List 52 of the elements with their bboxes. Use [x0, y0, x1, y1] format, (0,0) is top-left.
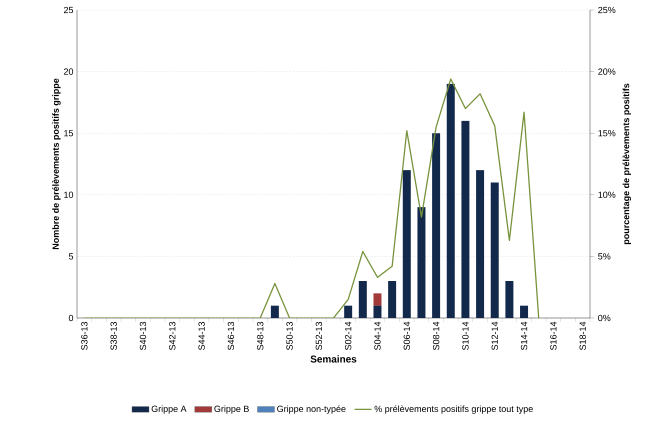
- bar: [388, 281, 396, 318]
- x-tick-label: S46-13: [228, 322, 234, 350]
- x-tick-label: S04-14: [374, 322, 381, 350]
- x-tick-label: S52-13: [316, 322, 322, 350]
- bar: [520, 306, 528, 318]
- y-tick-label: 25: [64, 6, 74, 14]
- x-tick-label: S42-13: [169, 322, 176, 350]
- x-tick-label: S12-14: [492, 322, 498, 350]
- bar: [490, 182, 499, 318]
- x-tick-label: S16-14: [550, 322, 557, 350]
- x-axis-title: Semaines: [310, 355, 356, 363]
- y-axis-title: Nombre de prélèvements positifs grippe: [52, 78, 61, 250]
- y2-tick-label: 25%: [598, 6, 616, 14]
- x-tick-label: S38-13: [110, 322, 117, 350]
- x-tick-label: S44-13: [198, 322, 205, 350]
- bar: [417, 207, 426, 318]
- x-tick-label: S08-14: [432, 322, 440, 350]
- bar: [270, 306, 279, 318]
- y-tick-label: 10: [64, 192, 74, 198]
- y-tick-label: 15: [64, 130, 74, 136]
- bar: [432, 133, 440, 318]
- legend-label: % prélèvements positifs grippe tout type: [374, 405, 533, 414]
- x-tick-label: S06-14: [404, 322, 410, 350]
- bar: [505, 281, 514, 318]
- bar: [402, 170, 411, 318]
- y2-tick-label: 5%: [598, 253, 610, 260]
- legend-label: Grippe A: [152, 405, 187, 414]
- bar: [344, 306, 352, 318]
- x-tick-label: S10-14: [462, 322, 469, 350]
- y-tick-label: 5: [68, 253, 74, 260]
- y-tick-label: 20: [64, 68, 74, 75]
- legend-label: Grippe non-typée: [277, 405, 346, 414]
- y2-tick-label: 15%: [598, 130, 616, 136]
- bar: [461, 120, 470, 318]
- x-tick-label: S48-13: [257, 322, 264, 350]
- x-tick-label: S18-14: [580, 322, 586, 350]
- bar: [476, 170, 484, 318]
- y2-tick-label: 20%: [598, 68, 616, 75]
- bar: [358, 281, 367, 318]
- x-tick-label: S14-14: [520, 322, 528, 350]
- x-tick-label: S02-14: [344, 322, 352, 350]
- y-tick-label: 0: [68, 314, 74, 322]
- bar: [373, 293, 382, 306]
- y2-tick-label: 10%: [598, 192, 616, 198]
- x-tick-label: S40-13: [140, 322, 146, 350]
- x-tick-label: S50-13: [286, 322, 293, 350]
- legend-label: Grippe B: [214, 405, 249, 414]
- y2-tick-label: 0%: [598, 314, 610, 322]
- bar: [446, 84, 455, 318]
- y2-axis-title: pourcentage de prélèvements positifs: [622, 84, 632, 244]
- bar: [373, 306, 382, 318]
- x-tick-label: S36-13: [81, 322, 88, 350]
